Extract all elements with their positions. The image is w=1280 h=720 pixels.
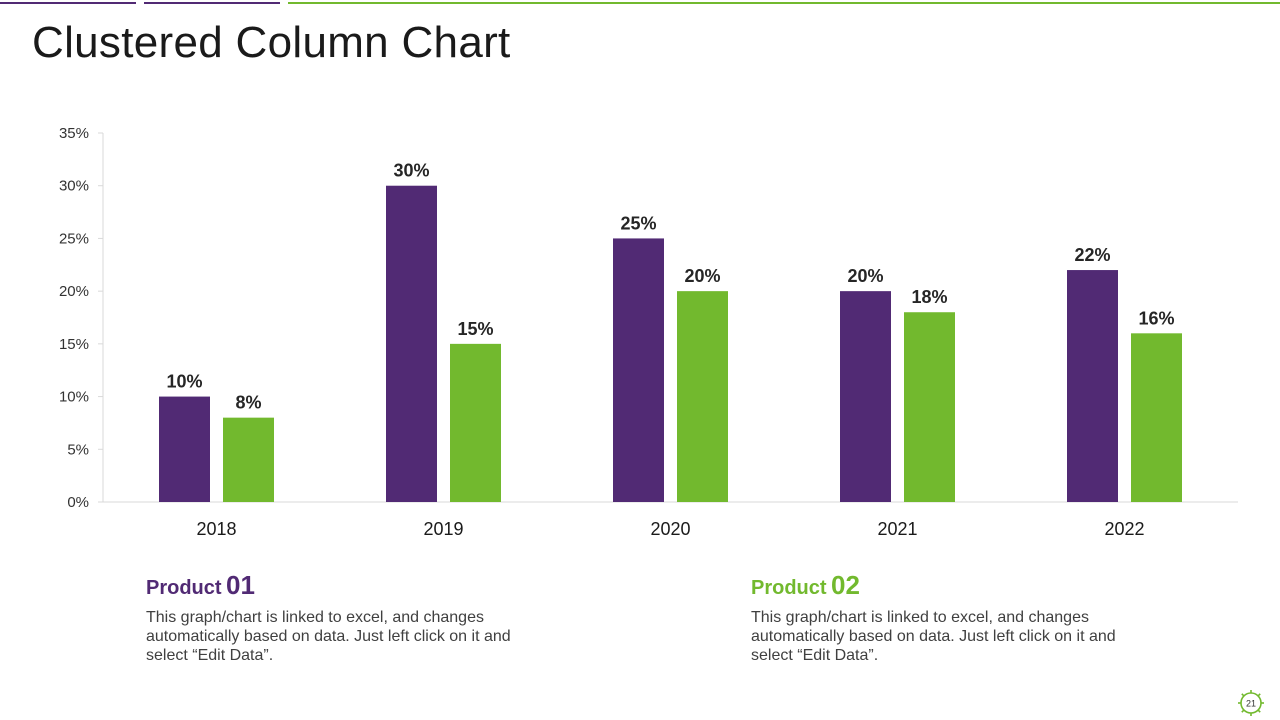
y-tick-label: 35% bbox=[59, 125, 89, 142]
gear-icon bbox=[1238, 690, 1264, 716]
x-tick-label-2022: 2022 bbox=[1104, 519, 1144, 539]
y-tick-label: 0% bbox=[67, 494, 89, 511]
page-number: 21 bbox=[1246, 699, 1256, 709]
bar-series-1-2018 bbox=[159, 396, 210, 502]
data-label-series-2-2021: 18% bbox=[911, 287, 947, 307]
data-label-series-1-2022: 22% bbox=[1074, 245, 1110, 265]
top-accent-line-3 bbox=[288, 2, 1280, 4]
data-label-series-2-2020: 20% bbox=[684, 266, 720, 286]
top-accent-line-1 bbox=[0, 2, 136, 4]
product-02-number: 02 bbox=[831, 570, 860, 600]
y-tick-label: 5% bbox=[67, 441, 89, 458]
product-01-word: Product bbox=[146, 577, 222, 599]
y-tick-label: 15% bbox=[59, 336, 89, 353]
y-tick-label: 10% bbox=[59, 389, 89, 406]
top-accent-line-2 bbox=[144, 2, 280, 4]
x-tick-label-2019: 2019 bbox=[423, 519, 463, 539]
product-01-heading: Product 01 bbox=[146, 572, 526, 598]
bar-series-1-2021 bbox=[840, 291, 891, 502]
product-01-number: 01 bbox=[226, 570, 255, 600]
y-tick-label: 20% bbox=[59, 283, 89, 300]
product-02-block: Product 02 This graph/chart is linked to… bbox=[751, 572, 1131, 665]
product-02-word: Product bbox=[751, 577, 827, 599]
product-01-block: Product 01 This graph/chart is linked to… bbox=[146, 572, 526, 665]
data-label-series-1-2021: 20% bbox=[847, 266, 883, 286]
slide-title: Clustered Column Chart bbox=[32, 18, 511, 67]
product-02-heading: Product 02 bbox=[751, 572, 1131, 598]
x-tick-label-2021: 2021 bbox=[877, 519, 917, 539]
data-label-series-2-2018: 8% bbox=[235, 393, 261, 413]
bar-series-1-2019 bbox=[386, 185, 437, 502]
bar-series-2-2021 bbox=[904, 312, 955, 502]
product-01-description: This graph/chart is linked to excel, and… bbox=[146, 609, 511, 664]
data-label-series-2-2022: 16% bbox=[1138, 308, 1174, 328]
data-label-series-2-2019: 15% bbox=[457, 319, 493, 339]
y-tick-label: 30% bbox=[59, 178, 89, 195]
bar-series-1-2022 bbox=[1067, 270, 1118, 502]
bar-series-2-2019 bbox=[450, 343, 501, 502]
y-tick-label: 25% bbox=[59, 230, 89, 247]
x-tick-label-2018: 2018 bbox=[196, 519, 236, 539]
page-number-badge: 21 bbox=[1238, 690, 1264, 716]
data-label-series-1-2019: 30% bbox=[393, 161, 429, 181]
clustered-column-chart: 0% 5% 10% 15% 20% 25% 30% 35% 10% 8% 2018 30% 15% 201… bbox=[59, 125, 1238, 539]
data-label-series-1-2018: 10% bbox=[166, 372, 202, 392]
data-label-series-1-2020: 25% bbox=[620, 213, 656, 233]
bar-series-2-2022 bbox=[1131, 333, 1182, 502]
bar-series-2-2018 bbox=[223, 417, 274, 502]
bar-series-2-2020 bbox=[677, 291, 728, 502]
bar-series-1-2020 bbox=[613, 238, 664, 502]
product-02-description: This graph/chart is linked to excel, and… bbox=[751, 609, 1116, 664]
x-tick-label-2020: 2020 bbox=[650, 519, 690, 539]
